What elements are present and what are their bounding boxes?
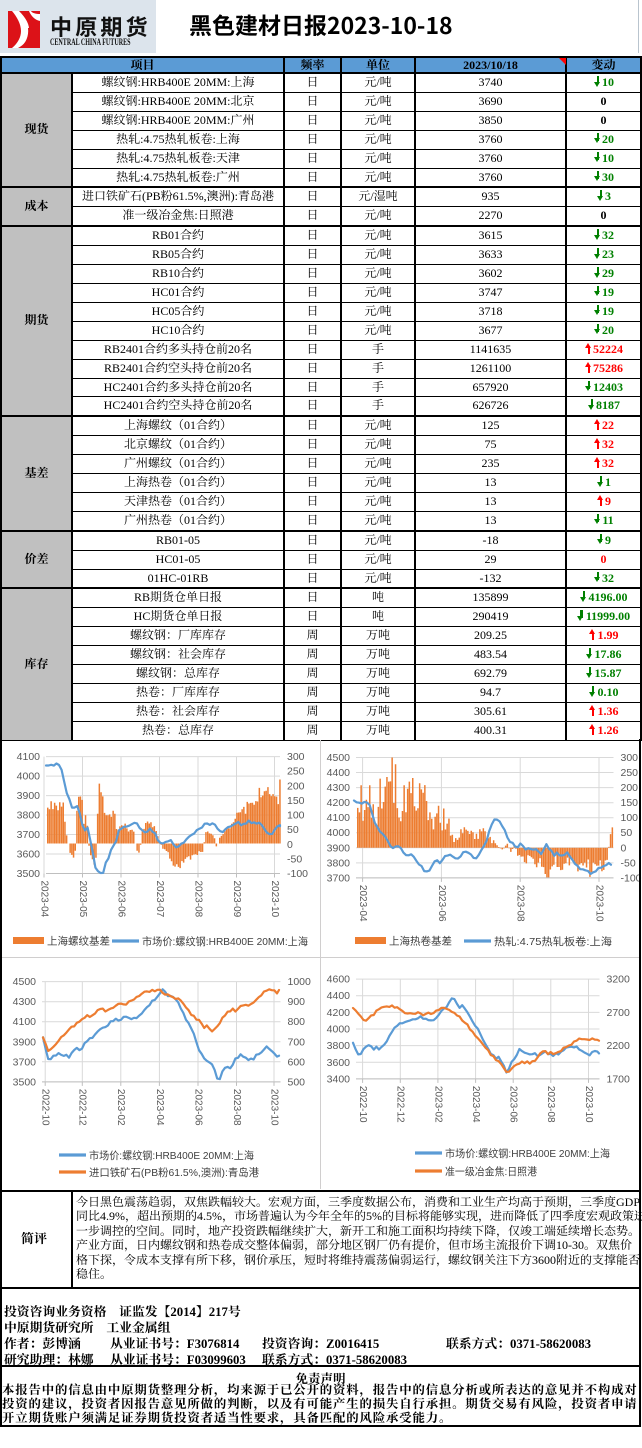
- svg-text:1700: 1700: [607, 1073, 631, 1085]
- svg-text:上海螺纹基差: 上海螺纹基差: [47, 935, 110, 948]
- svg-text:2700: 2700: [607, 1007, 631, 1019]
- svg-text:4000: 4000: [327, 1024, 351, 1036]
- svg-text:准一级冶金焦:日照港: 准一级冶金焦:日照港: [445, 1165, 537, 1178]
- svg-text:-100: -100: [287, 868, 308, 880]
- svg-text:2200: 2200: [607, 1040, 631, 1052]
- svg-text:50: 50: [621, 827, 633, 839]
- svg-text:市场价:螺纹钢:HRB400E 20MM:上海: 市场价:螺纹钢:HRB400E 20MM:上海: [445, 1147, 610, 1160]
- svg-text:上海热卷基差: 上海热卷基差: [389, 935, 452, 948]
- svg-text:4300: 4300: [327, 782, 351, 794]
- svg-text:700: 700: [288, 1036, 306, 1048]
- svg-text:200: 200: [287, 780, 305, 792]
- svg-text:2023-06: 2023-06: [508, 1086, 519, 1123]
- svg-text:2023-10: 2023-10: [593, 885, 604, 922]
- svg-text:2023-09: 2023-09: [231, 881, 242, 918]
- svg-text:2023-06: 2023-06: [192, 1089, 203, 1126]
- svg-text:进口铁矿石(PB粉61.5%,澳洲):青岛港: 进口铁矿石(PB粉61.5%,澳洲):青岛港: [89, 1166, 259, 1179]
- svg-text:2022-12: 2022-12: [395, 1086, 406, 1123]
- svg-text:50: 50: [287, 824, 299, 836]
- svg-text:100: 100: [287, 810, 305, 822]
- svg-text:2023-10: 2023-10: [268, 1089, 279, 1126]
- svg-text:3400: 3400: [327, 1073, 351, 1085]
- svg-text:4000: 4000: [17, 771, 41, 783]
- svg-text:热轧:4.75热轧板卷:上海: 热轧:4.75热轧板卷:上海: [494, 935, 613, 948]
- svg-text:3900: 3900: [13, 1036, 37, 1048]
- svg-text:3200: 3200: [607, 974, 631, 986]
- svg-text:4100: 4100: [327, 812, 351, 824]
- svg-text:3800: 3800: [327, 857, 351, 869]
- svg-text:3600: 3600: [17, 849, 41, 861]
- svg-text:3700: 3700: [327, 872, 351, 884]
- svg-text:4500: 4500: [13, 976, 37, 988]
- svg-text:4300: 4300: [13, 996, 37, 1008]
- svg-text:4200: 4200: [327, 1007, 351, 1019]
- svg-text:2023-05: 2023-05: [77, 881, 88, 918]
- svg-text:-100: -100: [621, 872, 642, 884]
- svg-text:2023-04: 2023-04: [154, 1089, 165, 1126]
- svg-text:3600: 3600: [327, 1057, 351, 1069]
- svg-text:4500: 4500: [327, 752, 351, 764]
- svg-text:-50: -50: [287, 853, 302, 865]
- svg-text:4000: 4000: [327, 827, 351, 839]
- svg-text:4100: 4100: [13, 1016, 37, 1028]
- svg-text:500: 500: [288, 1076, 306, 1088]
- svg-text:150: 150: [287, 795, 305, 807]
- svg-text:2023-07: 2023-07: [154, 881, 165, 918]
- svg-text:市场价:螺纹钢:HRB400E 20MM:上海: 市场价:螺纹钢:HRB400E 20MM:上海: [89, 1149, 254, 1162]
- svg-text:900: 900: [288, 996, 306, 1008]
- svg-text:2023-10: 2023-10: [269, 881, 280, 918]
- svg-text:2023-08: 2023-08: [192, 881, 203, 918]
- svg-text:-50: -50: [621, 857, 636, 869]
- svg-text:4400: 4400: [327, 990, 351, 1002]
- svg-text:1000: 1000: [288, 976, 312, 988]
- svg-text:4400: 4400: [327, 767, 351, 779]
- svg-text:3900: 3900: [327, 842, 351, 854]
- svg-text:2023-06: 2023-06: [115, 881, 126, 918]
- svg-text:3800: 3800: [327, 1040, 351, 1052]
- svg-text:2023-10: 2023-10: [583, 1086, 594, 1123]
- svg-text:2022-10: 2022-10: [357, 1086, 368, 1123]
- svg-text:3500: 3500: [13, 1076, 37, 1088]
- svg-text:2023-02: 2023-02: [115, 1089, 126, 1126]
- svg-text:市场价:螺纹钢:HRB400E 20MM:上海: 市场价:螺纹钢:HRB400E 20MM:上海: [142, 935, 308, 948]
- svg-text:2023-08: 2023-08: [545, 1086, 556, 1123]
- svg-text:300: 300: [621, 752, 639, 764]
- svg-text:2023-04: 2023-04: [38, 881, 49, 918]
- svg-text:250: 250: [287, 766, 305, 778]
- svg-text:3900: 3900: [17, 790, 41, 802]
- svg-text:3800: 3800: [17, 810, 41, 822]
- svg-text:800: 800: [288, 1016, 306, 1028]
- svg-text:2023-08: 2023-08: [231, 1089, 242, 1126]
- svg-text:3500: 3500: [17, 868, 41, 880]
- svg-text:4100: 4100: [17, 751, 41, 763]
- svg-text:4200: 4200: [327, 797, 351, 809]
- svg-text:250: 250: [621, 767, 639, 779]
- svg-text:2023-08: 2023-08: [515, 885, 526, 922]
- svg-text:2022-10: 2022-10: [40, 1089, 51, 1126]
- svg-text:100: 100: [621, 812, 639, 824]
- svg-text:0: 0: [621, 842, 627, 854]
- svg-text:4600: 4600: [327, 974, 351, 986]
- svg-text:3700: 3700: [13, 1056, 37, 1068]
- svg-text:2022-12: 2022-12: [77, 1089, 88, 1126]
- svg-text:0: 0: [287, 839, 293, 851]
- svg-text:150: 150: [621, 797, 639, 809]
- svg-text:600: 600: [288, 1056, 306, 1068]
- svg-text:3700: 3700: [17, 829, 41, 841]
- svg-text:300: 300: [287, 751, 305, 763]
- svg-text:2023-02: 2023-02: [432, 1086, 443, 1123]
- svg-text:2023-04: 2023-04: [470, 1086, 481, 1123]
- svg-text:2023-06: 2023-06: [436, 885, 447, 922]
- svg-text:2023-04: 2023-04: [357, 885, 368, 922]
- svg-text:200: 200: [621, 782, 639, 794]
